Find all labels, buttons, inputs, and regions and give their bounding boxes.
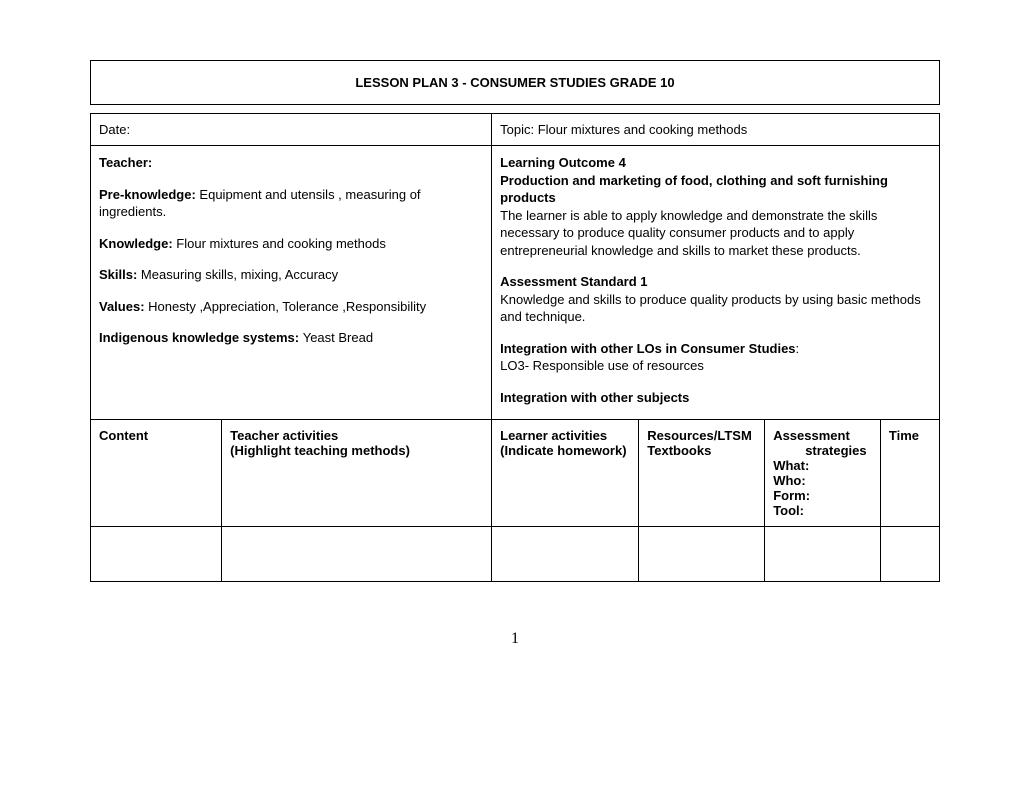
- col-learner-header: Learner activities (Indicate homework): [492, 419, 639, 526]
- assessment-what: What:: [773, 458, 872, 473]
- cell-resources: [639, 526, 765, 581]
- teacher-label: Teacher:: [99, 155, 152, 170]
- date-cell: Date:: [91, 114, 492, 146]
- iks-text: Yeast Bread: [303, 330, 373, 345]
- assessment-header: Assessment: [773, 428, 872, 443]
- teacher-header: Teacher activities: [230, 428, 338, 443]
- assessment-tool: Tool:: [773, 503, 872, 518]
- skills-label: Skills:: [99, 267, 141, 282]
- knowledge-text: Flour mixtures and cooking methods: [176, 236, 386, 251]
- lo-label: Learning Outcome 4: [500, 155, 626, 170]
- col-time-header: Time: [880, 419, 939, 526]
- cell-teacher: [222, 526, 492, 581]
- left-info-cell: Teacher: Pre-knowledge: Equipment and ut…: [91, 146, 492, 420]
- as-text: Knowledge and skills to produce quality …: [500, 292, 921, 325]
- skills-text: Measuring skills, mixing, Accuracy: [141, 267, 338, 282]
- col-assessment-header: Assessment strategies What: Who: Form: T…: [765, 419, 881, 526]
- plan-title: LESSON PLAN 3 - CONSUMER STUDIES GRADE 1…: [91, 61, 940, 105]
- iks-label: Indigenous knowledge systems:: [99, 330, 303, 345]
- right-info-cell: Learning Outcome 4 Production and market…: [492, 146, 940, 420]
- col-teacher-header: Teacher activities (Highlight teaching m…: [222, 419, 492, 526]
- cell-time: [880, 526, 939, 581]
- lesson-plan-table: LESSON PLAN 3 - CONSUMER STUDIES GRADE 1…: [90, 60, 940, 582]
- knowledge-label: Knowledge:: [99, 236, 176, 251]
- col-content-header: Content: [91, 419, 222, 526]
- teacher-sub: (Highlight teaching methods): [230, 443, 410, 458]
- assessment-sub: strategies: [773, 443, 872, 458]
- as-label: Assessment Standard 1: [500, 274, 647, 289]
- resources-header: Resources/LTSM: [647, 428, 752, 443]
- resources-sub: Textbooks: [647, 443, 711, 458]
- values-text: Honesty ,Appreciation, Tolerance ,Respon…: [148, 299, 426, 314]
- page-number: 1: [90, 630, 940, 648]
- pre-knowledge-label: Pre-knowledge:: [99, 187, 199, 202]
- int-subj-label: Integration with other subjects: [500, 390, 689, 405]
- assessment-form: Form:: [773, 488, 872, 503]
- values-label: Values:: [99, 299, 148, 314]
- cell-content: [91, 526, 222, 581]
- cell-assessment: [765, 526, 881, 581]
- lo-text: The learner is able to apply knowledge a…: [500, 208, 877, 258]
- date-label: Date:: [99, 122, 130, 137]
- topic-label: Topic: Flour mixtures and cooking method…: [500, 122, 747, 137]
- topic-cell: Topic: Flour mixtures and cooking method…: [492, 114, 940, 146]
- learner-sub: (Indicate homework): [500, 443, 626, 458]
- assessment-who: Who:: [773, 473, 872, 488]
- cell-learner: [492, 526, 639, 581]
- col-resources-header: Resources/LTSM Textbooks: [639, 419, 765, 526]
- lo-title: Production and marketing of food, clothi…: [500, 173, 888, 206]
- learner-header: Learner activities: [500, 428, 607, 443]
- int-lo-label: Integration with other LOs in Consumer S…: [500, 341, 795, 356]
- int-lo-text: LO3- Responsible use of resources: [500, 358, 704, 373]
- table-row: [91, 526, 940, 581]
